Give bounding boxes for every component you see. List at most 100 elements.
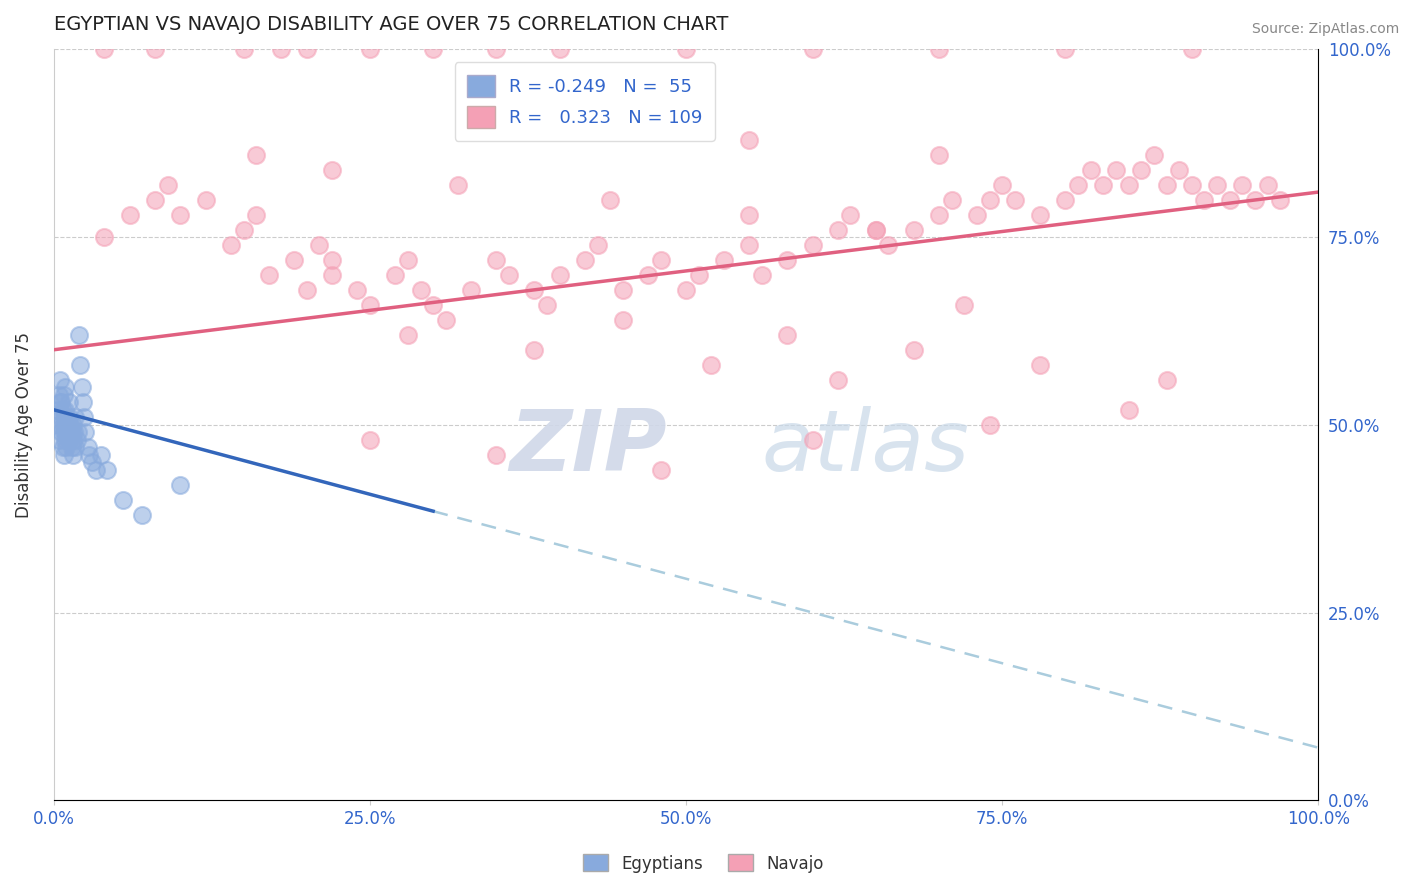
Point: [928, 147, 950, 161]
Point: [1270, 193, 1292, 207]
Point: [60, 425, 83, 440]
Point: [63, 425, 86, 440]
Point: [77, 448, 100, 462]
Point: [359, 433, 381, 447]
Point: [69, 358, 91, 372]
Point: [751, 268, 773, 282]
Point: [51, 425, 73, 440]
Legend: Egyptians, Navajo: Egyptians, Navajo: [576, 847, 830, 880]
Point: [93, 42, 115, 56]
Point: [321, 252, 343, 267]
Point: [359, 42, 381, 56]
Point: [903, 343, 925, 357]
Point: [53, 402, 76, 417]
Point: [257, 268, 280, 282]
Point: [112, 492, 135, 507]
Point: [738, 208, 761, 222]
Point: [51, 410, 73, 425]
Point: [422, 298, 444, 312]
Point: [96, 463, 118, 477]
Point: [52, 425, 75, 440]
Point: [409, 283, 432, 297]
Point: [49, 373, 72, 387]
Point: [90, 448, 112, 462]
Text: ZIP: ZIP: [509, 406, 666, 489]
Point: [865, 222, 887, 236]
Point: [903, 222, 925, 236]
Point: [713, 252, 735, 267]
Point: [1054, 42, 1077, 56]
Point: [245, 208, 267, 222]
Point: [321, 268, 343, 282]
Point: [447, 178, 470, 192]
Point: [1029, 358, 1052, 372]
Point: [118, 208, 141, 222]
Point: [650, 463, 672, 477]
Point: [523, 283, 546, 297]
Point: [738, 132, 761, 146]
Point: [586, 237, 609, 252]
Point: [827, 373, 849, 387]
Point: [62, 417, 84, 432]
Point: [346, 283, 368, 297]
Point: [485, 42, 508, 56]
Point: [58, 395, 80, 409]
Point: [1118, 178, 1140, 192]
Point: [612, 312, 634, 326]
Point: [839, 208, 862, 222]
Point: [169, 208, 191, 222]
Point: [56, 433, 79, 447]
Point: [801, 433, 824, 447]
Point: [169, 478, 191, 492]
Point: [55, 410, 77, 425]
Point: [1156, 373, 1178, 387]
Point: [93, 230, 115, 244]
Point: [1105, 162, 1128, 177]
Point: [1181, 178, 1204, 192]
Point: [1181, 42, 1204, 56]
Point: [321, 162, 343, 177]
Point: [143, 42, 166, 56]
Point: [1156, 178, 1178, 192]
Point: [776, 327, 799, 342]
Point: [49, 417, 72, 432]
Point: [1092, 178, 1115, 192]
Point: [396, 327, 419, 342]
Point: [991, 178, 1014, 192]
Point: [52, 441, 75, 455]
Point: [53, 417, 76, 432]
Point: [1118, 402, 1140, 417]
Point: [67, 327, 90, 342]
Point: [637, 268, 659, 282]
Point: [48, 388, 70, 402]
Point: [396, 252, 419, 267]
Point: [55, 441, 77, 455]
Point: [232, 42, 254, 56]
Point: [245, 147, 267, 161]
Point: [270, 42, 292, 56]
Point: [65, 410, 87, 425]
Y-axis label: Disability Age Over 75: Disability Age Over 75: [15, 332, 32, 518]
Point: [776, 252, 799, 267]
Point: [1232, 178, 1254, 192]
Point: [1168, 162, 1191, 177]
Point: [548, 118, 571, 132]
Point: [434, 312, 457, 326]
Point: [143, 193, 166, 207]
Point: [66, 425, 89, 440]
Point: [49, 395, 72, 409]
Point: [675, 283, 697, 297]
Point: [1130, 162, 1153, 177]
Point: [548, 268, 571, 282]
Point: [460, 283, 482, 297]
Point: [700, 358, 723, 372]
Point: [1194, 193, 1216, 207]
Point: [1004, 193, 1026, 207]
Point: [52, 388, 75, 402]
Point: [865, 222, 887, 236]
Point: [59, 417, 82, 432]
Point: [1206, 178, 1229, 192]
Point: [156, 178, 179, 192]
Point: [599, 193, 621, 207]
Point: [62, 433, 84, 447]
